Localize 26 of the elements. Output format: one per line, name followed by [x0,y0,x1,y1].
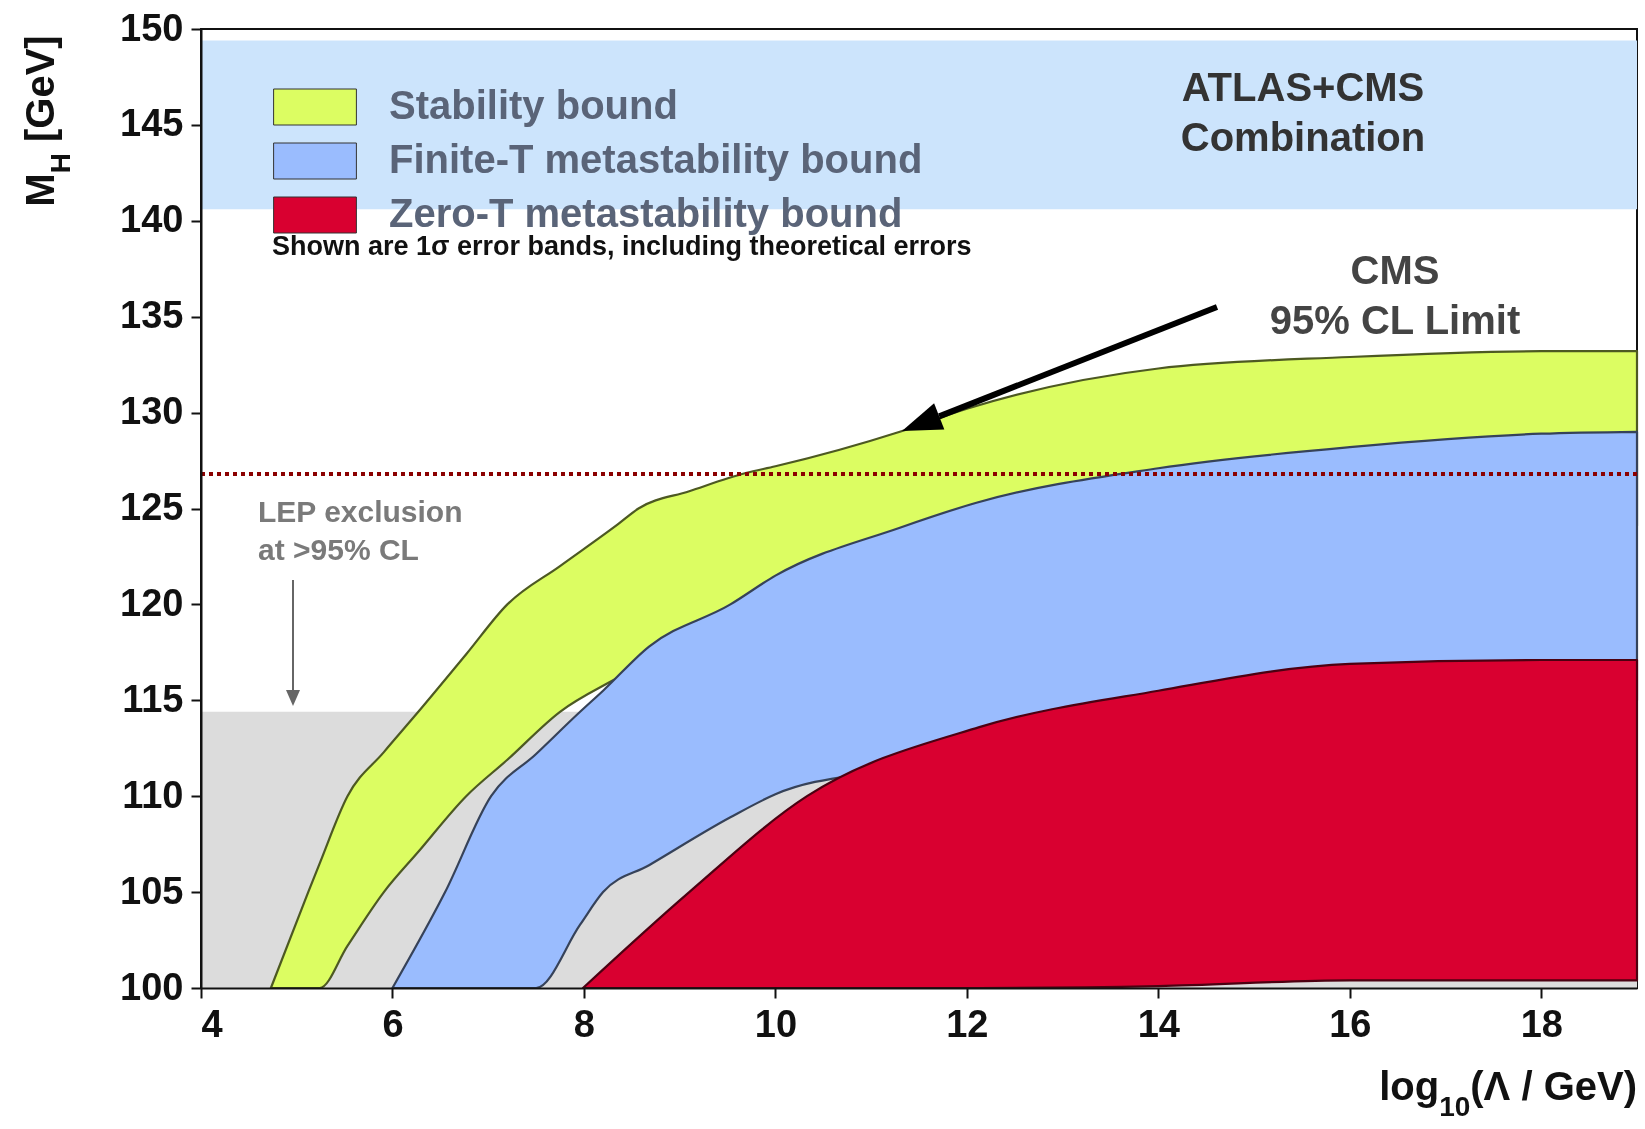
x-tick-label: 6 [382,1002,404,1045]
x-axis-title: log$_{10}$(Λ / GeV) [1379,1064,1637,1122]
legend-label: Finite-T metastability bound [389,137,923,181]
y-tick-label: 150 [120,6,184,49]
legend-label: Zero-T metastability bound [389,191,903,235]
x-tick-label: 10 [754,1002,798,1045]
y-tick-label: 145 [120,102,184,145]
x-tick-label: 8 [573,1002,595,1045]
x-tick-label: 16 [1329,1002,1372,1045]
y-tick-label: 125 [120,486,184,528]
y-tick-label: 140 [120,198,184,241]
legend-label: Stability bound [389,83,678,127]
x-tick-label: 18 [1520,1002,1563,1045]
x-tick-label: 12 [946,1002,989,1045]
annotation: ATLAS+CMS Combination [1180,65,1426,159]
x-tick-label: 14 [1137,1002,1180,1045]
y-tick-label: 135 [120,294,184,337]
annotation: CMS 95% CL Limit [1269,248,1521,342]
annotation: LEP exclusion at >95% CL [258,495,463,566]
y-tick-label: 115 [122,677,184,720]
y-tick-label: 105 [120,869,184,912]
x-tick-label: 4 [201,1002,223,1045]
y-tick-label: 110 [122,773,184,816]
y-tick-label: 130 [120,390,184,433]
y-tick-label: 100 [120,965,184,1008]
y-tick-label: 120 [120,581,184,624]
